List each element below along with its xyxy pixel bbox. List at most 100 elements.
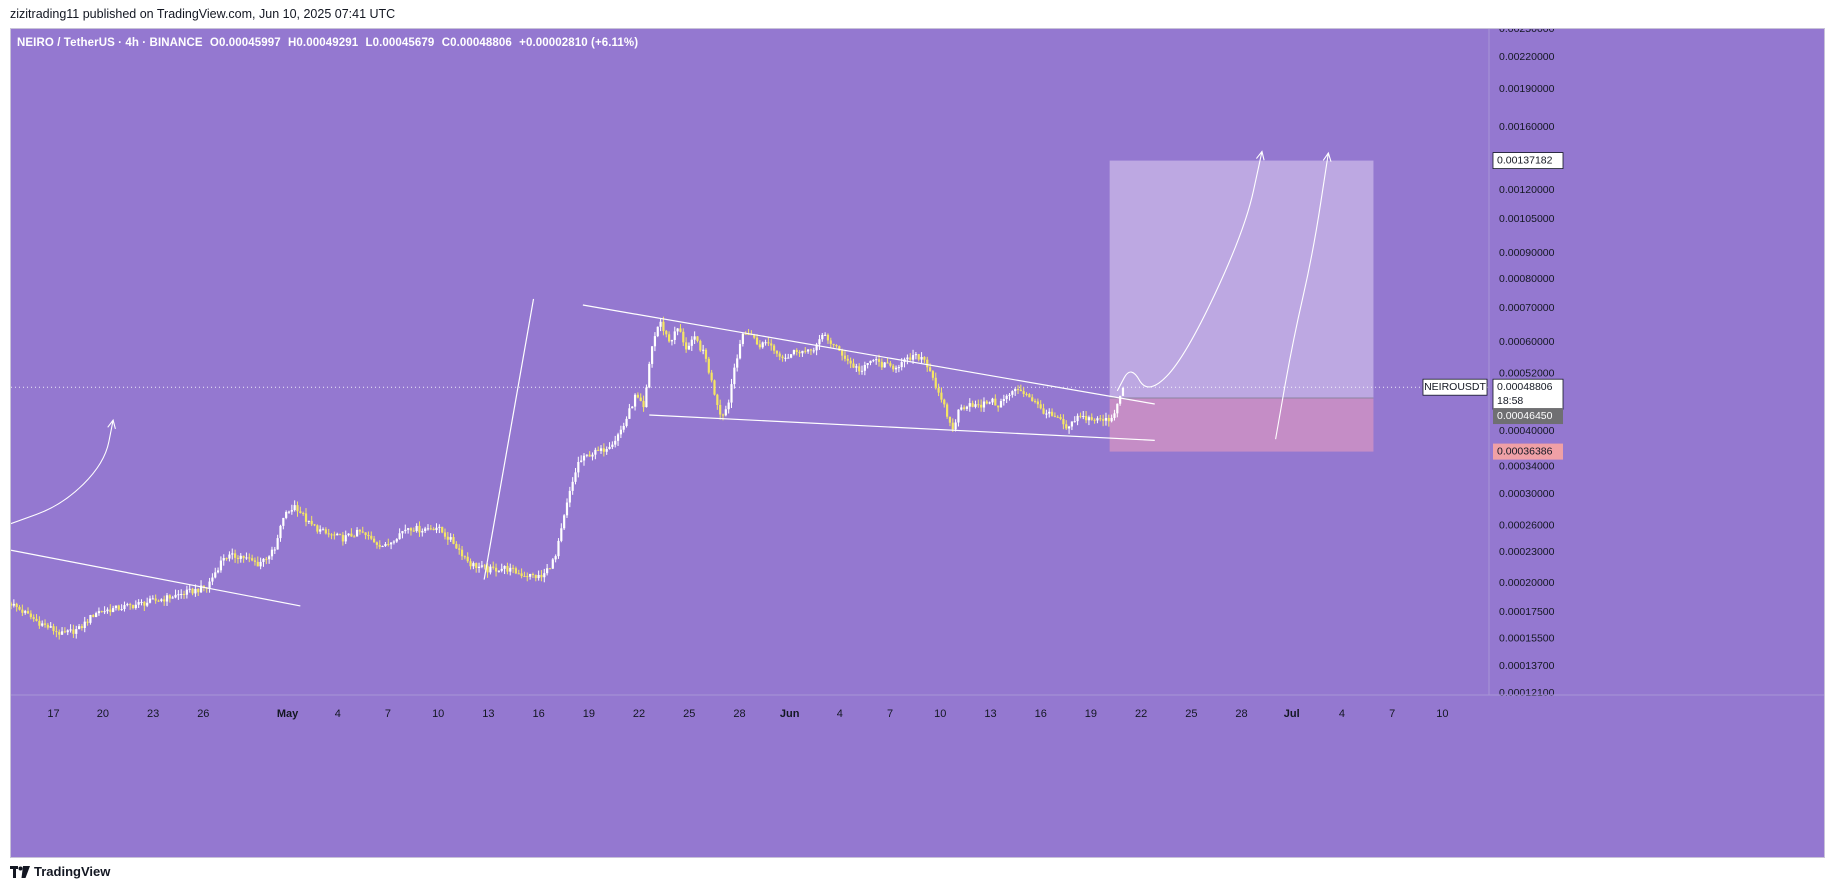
- trendline[interactable]: [11, 549, 301, 607]
- entry-price-box: [1493, 408, 1563, 425]
- candle: [1031, 394, 1034, 402]
- candle: [614, 435, 617, 448]
- candle: [625, 416, 628, 428]
- candle: [1076, 413, 1079, 426]
- candle: [588, 451, 591, 457]
- candle: [909, 353, 912, 361]
- candle: [523, 571, 526, 578]
- candle: [557, 538, 560, 559]
- candle: [412, 527, 415, 532]
- projection-arrow[interactable]: [1116, 151, 1263, 392]
- candle: [148, 595, 152, 604]
- tradingview-logo[interactable]: TradingView: [10, 864, 110, 879]
- candle: [75, 625, 78, 639]
- candle: [801, 350, 804, 357]
- candle: [1002, 394, 1005, 406]
- candle: [43, 619, 47, 628]
- x-tick-label: 28: [733, 708, 745, 720]
- candle: [529, 573, 532, 580]
- candle: [483, 563, 486, 570]
- candle: [443, 528, 447, 540]
- candle: [302, 511, 305, 516]
- candle: [168, 594, 171, 603]
- candle: [784, 353, 787, 362]
- candle: [602, 443, 605, 457]
- candle: [633, 393, 637, 411]
- current-price-label: 0.00048806: [1497, 381, 1553, 393]
- candle: [60, 627, 64, 635]
- y-tick-label: 0.00040000: [1499, 425, 1555, 437]
- candle: [1036, 398, 1039, 409]
- candle: [46, 622, 49, 630]
- candle: [58, 629, 61, 640]
- candle: [772, 343, 776, 354]
- candle: [846, 354, 849, 365]
- candle: [687, 342, 691, 351]
- candle: [381, 545, 384, 548]
- candle: [24, 609, 27, 615]
- candle: [985, 399, 988, 405]
- candle: [727, 399, 730, 414]
- candle: [798, 350, 801, 358]
- x-tick-label: 13: [482, 708, 494, 720]
- candle: [1033, 398, 1037, 404]
- x-tick-label: Jul: [1284, 708, 1300, 720]
- candle: [914, 352, 917, 360]
- tradingview-brand: TradingView: [34, 864, 111, 879]
- candle: [336, 532, 339, 536]
- x-tick-label: 16: [532, 708, 544, 720]
- candle: [299, 506, 302, 514]
- trendline[interactable]: [649, 414, 1155, 441]
- candle: [824, 332, 827, 336]
- candle: [534, 574, 537, 582]
- candle: [755, 334, 759, 346]
- candle: [140, 599, 143, 606]
- y-tick-label: 0.00013700: [1499, 660, 1555, 672]
- long-position-stop-zone[interactable]: [1109, 398, 1374, 452]
- candle: [809, 348, 813, 356]
- candle: [242, 555, 245, 563]
- trendline[interactable]: [483, 298, 535, 580]
- candle: [1022, 387, 1025, 398]
- candle: [843, 351, 847, 362]
- stop-price-box: [1493, 443, 1563, 460]
- symbol-tag-label: NEIROUSDT: [1424, 381, 1486, 393]
- candle: [730, 378, 733, 408]
- candle: [997, 405, 1000, 412]
- legend-symbol[interactable]: NEIRO / TetherUS · 4h · BINANCE: [17, 37, 203, 49]
- candle: [1065, 420, 1068, 430]
- candle: [466, 552, 469, 563]
- candle: [316, 524, 319, 534]
- header-bar: zizitrading11 published on TradingView.c…: [0, 0, 1835, 28]
- candle: [319, 525, 322, 535]
- candle: [117, 604, 120, 611]
- candle: [546, 564, 549, 576]
- candle: [1087, 415, 1091, 426]
- long-position-profit-zone[interactable]: [1109, 160, 1374, 399]
- x-tick-label: 4: [837, 708, 843, 720]
- candle: [577, 456, 580, 478]
- candle: [974, 400, 977, 409]
- candle: [957, 409, 960, 427]
- candle: [407, 527, 410, 534]
- candle: [1104, 412, 1108, 426]
- candle: [889, 360, 892, 368]
- trendline[interactable]: [582, 304, 1155, 405]
- legend-high: H0.00049291: [288, 37, 359, 49]
- projection-arrow[interactable]: [1275, 152, 1329, 440]
- candle: [239, 553, 242, 563]
- candle: [571, 477, 574, 495]
- price-chart[interactable]: 0.00250000 0.00220000 0.00190000 0.00160000…: [11, 29, 1824, 857]
- candle: [670, 339, 674, 346]
- arrow-head-icon: [107, 418, 116, 429]
- x-tick-label: 17: [47, 708, 59, 720]
- candle: [421, 528, 424, 537]
- projection-arrow[interactable]: [11, 420, 114, 525]
- candle: [455, 541, 458, 550]
- candle: [775, 350, 778, 357]
- candle: [719, 399, 722, 420]
- y-tick-label: 0.00070000: [1499, 302, 1555, 314]
- chart-frame[interactable]: 0.00250000 0.00220000 0.00190000 0.00160000…: [10, 28, 1825, 858]
- y-tick-label: 0.00026000: [1499, 519, 1555, 531]
- candle: [185, 585, 188, 599]
